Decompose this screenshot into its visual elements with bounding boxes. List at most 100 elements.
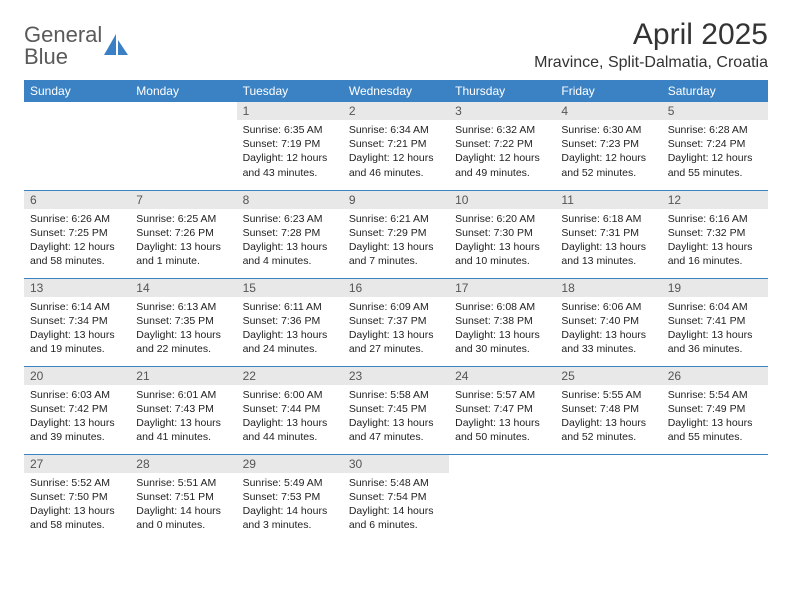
calendar-cell: 28Sunrise: 5:51 AMSunset: 7:51 PMDayligh…: [130, 454, 236, 542]
day-number: 14: [130, 279, 236, 297]
day-number: 9: [343, 191, 449, 209]
calendar-cell: 10Sunrise: 6:20 AMSunset: 7:30 PMDayligh…: [449, 190, 555, 278]
month-title: April 2025: [534, 18, 768, 52]
calendar-cell: 29Sunrise: 5:49 AMSunset: 7:53 PMDayligh…: [237, 454, 343, 542]
day-number: 17: [449, 279, 555, 297]
day-number: 1: [237, 102, 343, 120]
calendar-cell: 20Sunrise: 6:03 AMSunset: 7:42 PMDayligh…: [24, 366, 130, 454]
calendar-cell: 30Sunrise: 5:48 AMSunset: 7:54 PMDayligh…: [343, 454, 449, 542]
day-number: 10: [449, 191, 555, 209]
day-data: Sunrise: 5:51 AMSunset: 7:51 PMDaylight:…: [130, 473, 236, 537]
day-number: 30: [343, 455, 449, 473]
day-number: 12: [662, 191, 768, 209]
calendar-cell: 19Sunrise: 6:04 AMSunset: 7:41 PMDayligh…: [662, 278, 768, 366]
logo: General Blue: [24, 24, 130, 68]
calendar-cell: 27Sunrise: 5:52 AMSunset: 7:50 PMDayligh…: [24, 454, 130, 542]
calendar-week: ....1Sunrise: 6:35 AMSunset: 7:19 PMDayl…: [24, 102, 768, 190]
day-data: Sunrise: 6:30 AMSunset: 7:23 PMDaylight:…: [555, 120, 661, 184]
day-data: Sunrise: 6:25 AMSunset: 7:26 PMDaylight:…: [130, 209, 236, 273]
calendar-cell: 24Sunrise: 5:57 AMSunset: 7:47 PMDayligh…: [449, 366, 555, 454]
day-number: 11: [555, 191, 661, 209]
day-data: Sunrise: 5:52 AMSunset: 7:50 PMDaylight:…: [24, 473, 130, 537]
day-number: 7: [130, 191, 236, 209]
day-number: 2: [343, 102, 449, 120]
day-data: Sunrise: 6:21 AMSunset: 7:29 PMDaylight:…: [343, 209, 449, 273]
day-data: Sunrise: 6:03 AMSunset: 7:42 PMDaylight:…: [24, 385, 130, 449]
day-data: Sunrise: 6:08 AMSunset: 7:38 PMDaylight:…: [449, 297, 555, 361]
logo-line2: Blue: [24, 46, 102, 68]
day-number: 21: [130, 367, 236, 385]
calendar-cell: 1Sunrise: 6:35 AMSunset: 7:19 PMDaylight…: [237, 102, 343, 190]
day-number: 24: [449, 367, 555, 385]
header: General Blue April 2025 Mravince, Split-…: [24, 18, 768, 72]
calendar-cell: 3Sunrise: 6:32 AMSunset: 7:22 PMDaylight…: [449, 102, 555, 190]
calendar-cell: ..: [449, 454, 555, 542]
day-header: Friday: [555, 80, 661, 102]
day-number: 4: [555, 102, 661, 120]
day-data: Sunrise: 5:49 AMSunset: 7:53 PMDaylight:…: [237, 473, 343, 537]
day-header: Thursday: [449, 80, 555, 102]
day-number: 19: [662, 279, 768, 297]
day-number: 16: [343, 279, 449, 297]
day-data: Sunrise: 6:11 AMSunset: 7:36 PMDaylight:…: [237, 297, 343, 361]
calendar-cell: 21Sunrise: 6:01 AMSunset: 7:43 PMDayligh…: [130, 366, 236, 454]
day-header-row: SundayMondayTuesdayWednesdayThursdayFrid…: [24, 80, 768, 102]
day-header: Tuesday: [237, 80, 343, 102]
calendar-cell: 18Sunrise: 6:06 AMSunset: 7:40 PMDayligh…: [555, 278, 661, 366]
day-data: Sunrise: 5:55 AMSunset: 7:48 PMDaylight:…: [555, 385, 661, 449]
day-number: 15: [237, 279, 343, 297]
location: Mravince, Split-Dalmatia, Croatia: [534, 54, 768, 72]
calendar-week: 13Sunrise: 6:14 AMSunset: 7:34 PMDayligh…: [24, 278, 768, 366]
day-header: Monday: [130, 80, 236, 102]
calendar-cell: 11Sunrise: 6:18 AMSunset: 7:31 PMDayligh…: [555, 190, 661, 278]
calendar-cell: 25Sunrise: 5:55 AMSunset: 7:48 PMDayligh…: [555, 366, 661, 454]
day-number: 26: [662, 367, 768, 385]
day-data: Sunrise: 5:58 AMSunset: 7:45 PMDaylight:…: [343, 385, 449, 449]
day-number: 23: [343, 367, 449, 385]
day-data: Sunrise: 6:16 AMSunset: 7:32 PMDaylight:…: [662, 209, 768, 273]
calendar-cell: ..: [662, 454, 768, 542]
calendar-cell: 12Sunrise: 6:16 AMSunset: 7:32 PMDayligh…: [662, 190, 768, 278]
calendar-cell: 5Sunrise: 6:28 AMSunset: 7:24 PMDaylight…: [662, 102, 768, 190]
day-data: Sunrise: 5:57 AMSunset: 7:47 PMDaylight:…: [449, 385, 555, 449]
day-data: Sunrise: 6:06 AMSunset: 7:40 PMDaylight:…: [555, 297, 661, 361]
day-data: Sunrise: 6:00 AMSunset: 7:44 PMDaylight:…: [237, 385, 343, 449]
day-data: Sunrise: 5:48 AMSunset: 7:54 PMDaylight:…: [343, 473, 449, 537]
title-block: April 2025 Mravince, Split-Dalmatia, Cro…: [534, 18, 768, 72]
calendar-cell: 13Sunrise: 6:14 AMSunset: 7:34 PMDayligh…: [24, 278, 130, 366]
calendar-week: 20Sunrise: 6:03 AMSunset: 7:42 PMDayligh…: [24, 366, 768, 454]
calendar-cell: 15Sunrise: 6:11 AMSunset: 7:36 PMDayligh…: [237, 278, 343, 366]
day-number: 28: [130, 455, 236, 473]
day-number: 13: [24, 279, 130, 297]
calendar-table: SundayMondayTuesdayWednesdayThursdayFrid…: [24, 80, 768, 542]
day-number: 27: [24, 455, 130, 473]
logo-line1: General: [24, 24, 102, 46]
day-data: Sunrise: 6:34 AMSunset: 7:21 PMDaylight:…: [343, 120, 449, 184]
day-header: Sunday: [24, 80, 130, 102]
day-number: 8: [237, 191, 343, 209]
calendar-cell: 6Sunrise: 6:26 AMSunset: 7:25 PMDaylight…: [24, 190, 130, 278]
day-data: Sunrise: 6:01 AMSunset: 7:43 PMDaylight:…: [130, 385, 236, 449]
logo-sail-icon: [104, 34, 130, 56]
day-data: Sunrise: 6:13 AMSunset: 7:35 PMDaylight:…: [130, 297, 236, 361]
day-data: Sunrise: 6:23 AMSunset: 7:28 PMDaylight:…: [237, 209, 343, 273]
calendar-cell: 4Sunrise: 6:30 AMSunset: 7:23 PMDaylight…: [555, 102, 661, 190]
day-data: Sunrise: 6:14 AMSunset: 7:34 PMDaylight:…: [24, 297, 130, 361]
calendar-cell: 7Sunrise: 6:25 AMSunset: 7:26 PMDaylight…: [130, 190, 236, 278]
calendar-cell: ..: [130, 102, 236, 190]
calendar-cell: 22Sunrise: 6:00 AMSunset: 7:44 PMDayligh…: [237, 366, 343, 454]
day-data: Sunrise: 6:28 AMSunset: 7:24 PMDaylight:…: [662, 120, 768, 184]
day-number: 29: [237, 455, 343, 473]
calendar-cell: 9Sunrise: 6:21 AMSunset: 7:29 PMDaylight…: [343, 190, 449, 278]
calendar-cell: 26Sunrise: 5:54 AMSunset: 7:49 PMDayligh…: [662, 366, 768, 454]
calendar-cell: 14Sunrise: 6:13 AMSunset: 7:35 PMDayligh…: [130, 278, 236, 366]
calendar-cell: 8Sunrise: 6:23 AMSunset: 7:28 PMDaylight…: [237, 190, 343, 278]
day-data: Sunrise: 6:35 AMSunset: 7:19 PMDaylight:…: [237, 120, 343, 184]
calendar-cell: 23Sunrise: 5:58 AMSunset: 7:45 PMDayligh…: [343, 366, 449, 454]
day-data: Sunrise: 6:26 AMSunset: 7:25 PMDaylight:…: [24, 209, 130, 273]
day-number: 18: [555, 279, 661, 297]
day-number: 20: [24, 367, 130, 385]
day-data: Sunrise: 5:54 AMSunset: 7:49 PMDaylight:…: [662, 385, 768, 449]
day-number: 5: [662, 102, 768, 120]
day-data: Sunrise: 6:09 AMSunset: 7:37 PMDaylight:…: [343, 297, 449, 361]
